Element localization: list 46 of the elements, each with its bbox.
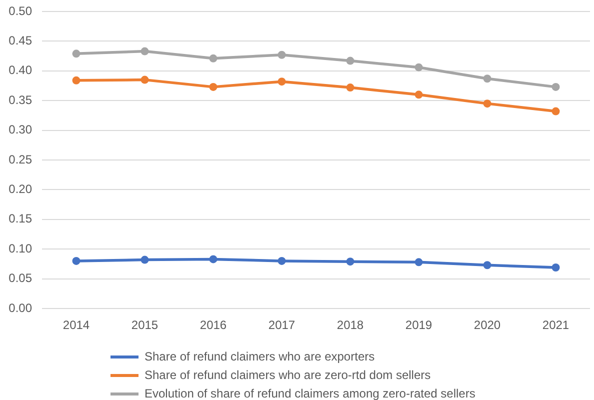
y-tick-label: 0.05 (8, 271, 32, 286)
point (278, 256, 286, 265)
point (209, 54, 218, 62)
x-tick-label: 2017 (268, 318, 296, 332)
point (414, 258, 423, 266)
y-tick-label: 0.10 (8, 241, 32, 256)
point (346, 56, 354, 65)
legend-label: Share of refund claimers who are zero-rtd dom sellers (144, 368, 431, 382)
point (483, 74, 492, 83)
y-tick-label: 0.30 (8, 122, 32, 137)
x-tick-label: 2020 (474, 318, 501, 332)
point (72, 256, 80, 265)
legend-label: Share of refund claimers who are exporters (144, 349, 375, 364)
legend-label: Evolution of share of refund claimers among zero-rated sellers (144, 386, 476, 400)
y-tick-label: 0.40 (8, 63, 32, 78)
point (552, 107, 560, 116)
point (72, 50, 80, 58)
point (552, 82, 560, 91)
point (140, 76, 149, 84)
point (278, 50, 286, 59)
y-tick-label: 0.15 (8, 212, 32, 226)
y-tick-label: 0.50 (8, 4, 32, 18)
point (72, 76, 80, 84)
y-tick-label: 0.25 (8, 152, 32, 166)
point (346, 258, 354, 266)
y-tick-label: 0.00 (8, 300, 32, 315)
x-tick-label: 2016 (200, 318, 227, 332)
point (209, 82, 218, 91)
x-tick-label: 2015 (131, 318, 158, 332)
point (414, 63, 423, 72)
x-tick-label: 2019 (405, 318, 432, 332)
x-tick-label: 2018 (336, 318, 364, 332)
point (346, 84, 354, 92)
point (209, 255, 218, 264)
point (140, 256, 149, 264)
point (278, 78, 286, 86)
point (140, 47, 149, 56)
point (552, 264, 560, 272)
y-tick-label: 0.20 (8, 182, 32, 196)
x-tick-label: 2021 (542, 318, 570, 332)
point (483, 100, 492, 108)
y-tick-label: 0.45 (8, 34, 32, 48)
point (414, 90, 423, 99)
y-tick-label: 0.35 (8, 92, 32, 107)
point (483, 261, 492, 270)
x-tick-label: 2014 (62, 318, 90, 332)
